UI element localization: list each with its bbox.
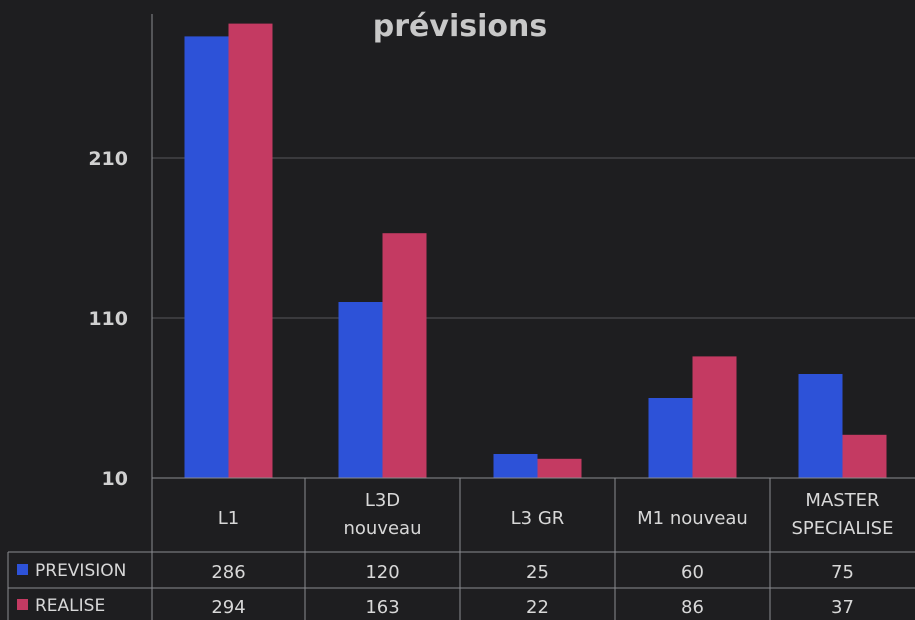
x-category-label: MASTER: [805, 490, 879, 511]
y-tick-label: 110: [88, 308, 128, 330]
table-cell-realise: 37: [831, 597, 854, 618]
bar-realise: [842, 434, 887, 478]
data-table: 286 294 120 163 25 22 60 86 75 37 PREVISION REALISE: [7, 478, 915, 620]
x-category-label: L1: [218, 508, 239, 529]
x-category-label: SPECIALISE: [792, 518, 894, 539]
table-cell-realise: 294: [211, 597, 245, 618]
table-cell-prevision: 25: [526, 562, 549, 583]
table-cell-realise: 163: [365, 597, 399, 618]
bar-realise: [382, 233, 427, 478]
legend-label: PREVISION: [35, 561, 126, 581]
gridlines: [152, 157, 915, 319]
table-cell-realise: 22: [526, 597, 549, 618]
bar-realise: [228, 23, 273, 478]
bar-realise: [692, 356, 737, 478]
table-cell-prevision: 286: [211, 562, 245, 583]
axes: 10 110 210 L1 L3D nouveau L3 GR M1 nouveau MASTE…: [88, 14, 915, 620]
table-cell-prevision: 60: [681, 562, 704, 583]
table-cell-realise: 86: [681, 597, 704, 618]
y-tick-label: 10: [102, 468, 128, 490]
legend-swatch: [17, 599, 28, 610]
x-category-label: L3D: [365, 490, 400, 511]
bar-realise: [537, 458, 582, 478]
table-cell-prevision: 120: [365, 562, 399, 583]
chart-title: prévisions: [373, 9, 547, 44]
table-cell-prevision: 75: [831, 562, 854, 583]
bar-prevision: [338, 302, 383, 478]
x-category-label: M1 nouveau: [637, 508, 748, 529]
x-category-label: nouveau: [344, 518, 422, 539]
legend-swatch: [17, 564, 28, 575]
legend-label: REALISE: [35, 596, 105, 616]
bars: [184, 23, 887, 479]
x-category-label: L3 GR: [511, 508, 565, 529]
bar-prevision: [648, 398, 693, 478]
bar-prevision: [184, 36, 229, 479]
bar-prevision: [493, 454, 538, 478]
bar-prevision: [798, 374, 843, 478]
y-tick-label: 210: [88, 148, 128, 170]
